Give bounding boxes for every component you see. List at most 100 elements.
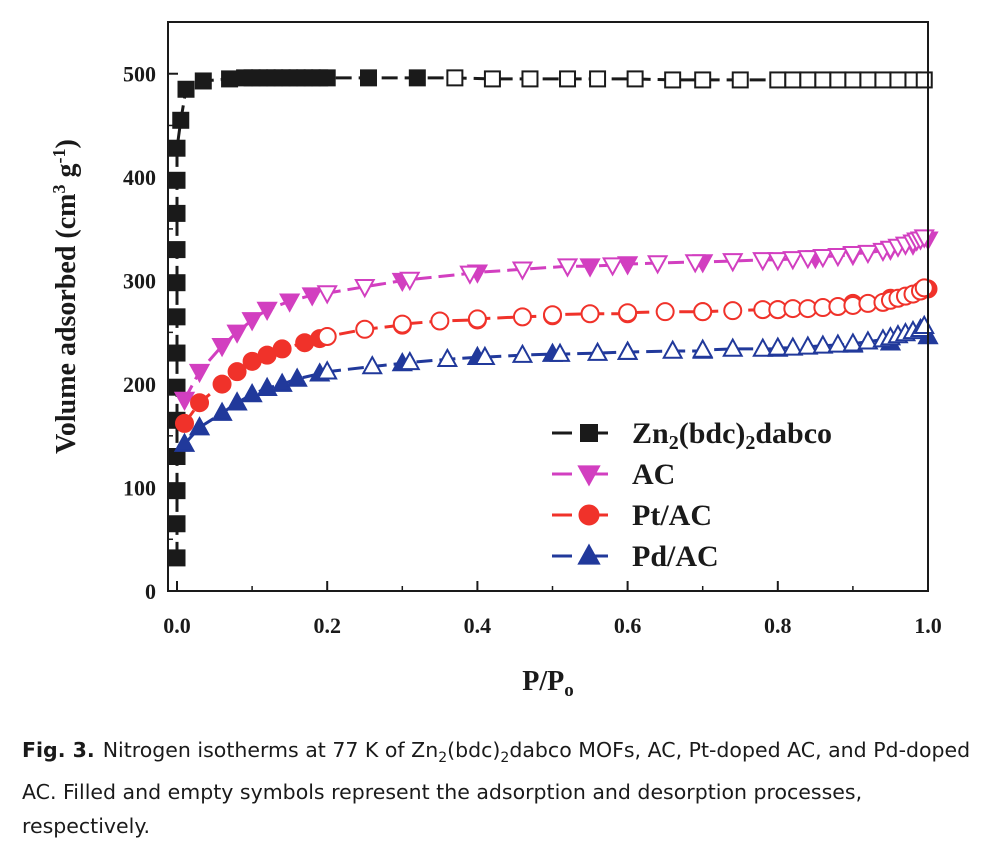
desorption-point bbox=[430, 311, 450, 331]
adsorption-point bbox=[168, 344, 186, 362]
desorption-point bbox=[914, 278, 934, 298]
adsorption-point bbox=[279, 293, 301, 313]
adsorption-point bbox=[172, 111, 190, 129]
desorption-point bbox=[316, 285, 338, 305]
legend-label-main: Pd/AC bbox=[632, 540, 719, 573]
caption-text-b: (bdc) bbox=[447, 738, 501, 762]
legend-label: Zn2(bdc)2dabco bbox=[632, 417, 832, 454]
adsorption-point bbox=[188, 416, 211, 436]
desorption-point bbox=[812, 249, 834, 269]
adsorption-point bbox=[168, 204, 186, 222]
desorption-point bbox=[752, 252, 774, 272]
adsorption-point bbox=[173, 391, 196, 412]
x-tick-label: 0.6 bbox=[614, 613, 642, 638]
desorption-point bbox=[512, 307, 532, 327]
adsorption-point bbox=[360, 69, 378, 87]
desorption-point bbox=[543, 305, 562, 325]
desorption-point bbox=[857, 330, 879, 350]
y-tick-label: 400 bbox=[123, 165, 156, 190]
desorption-point bbox=[842, 245, 864, 266]
desorption-point bbox=[915, 71, 933, 89]
adsorption-point bbox=[168, 515, 186, 533]
legend-label: AC bbox=[632, 458, 675, 491]
desorption-point bbox=[889, 71, 907, 89]
desorption-point bbox=[601, 257, 624, 277]
desorption-point bbox=[655, 302, 675, 322]
desorption-point bbox=[355, 319, 375, 339]
caption-sub1: 2 bbox=[438, 750, 448, 767]
desorption-point bbox=[827, 248, 849, 268]
desorption-point bbox=[317, 327, 337, 347]
adsorption-point bbox=[168, 171, 186, 189]
desorption-point bbox=[474, 345, 496, 365]
desorption-point bbox=[556, 258, 579, 278]
desorption-point bbox=[874, 71, 892, 89]
y-axis-title-main: Volume adsorbed (cm bbox=[51, 194, 82, 454]
adsorption-point bbox=[226, 391, 248, 411]
desorption-point bbox=[722, 337, 744, 357]
adsorption-point bbox=[168, 241, 186, 259]
caption-text-c: dabco MOFs, AC, Pt-doped AC, and Pd-dope… bbox=[22, 738, 971, 839]
desorption-point bbox=[586, 341, 609, 361]
y-axis-title-end: ) bbox=[51, 139, 82, 148]
adsorption-point bbox=[256, 376, 278, 397]
desorption-point bbox=[459, 265, 481, 285]
legend-label-main: Zn bbox=[632, 417, 669, 450]
desorption-point bbox=[662, 339, 684, 359]
desorption-point bbox=[399, 271, 421, 292]
adsorption-point bbox=[272, 339, 292, 359]
desorption-point bbox=[664, 71, 682, 89]
y-tick-label: 300 bbox=[123, 269, 156, 294]
desorption-point bbox=[752, 337, 774, 357]
adsorption-point bbox=[211, 401, 233, 421]
desorption-point bbox=[626, 70, 644, 88]
adsorption-point bbox=[227, 362, 247, 382]
y-axis-title-mid: g bbox=[51, 164, 82, 185]
desorption-point bbox=[799, 71, 817, 89]
adsorption-point bbox=[212, 374, 232, 394]
desorption-point bbox=[829, 71, 847, 89]
desorption-point bbox=[731, 71, 749, 89]
x-tick-label: 0.2 bbox=[313, 613, 341, 638]
y-axis-title-sup1: 3 bbox=[49, 185, 69, 194]
desorption-point bbox=[392, 314, 412, 334]
desorption-point bbox=[797, 250, 819, 270]
adsorption-point bbox=[173, 432, 196, 452]
x-axis-title: P/Po bbox=[522, 666, 574, 701]
legend-item: Pt/AC bbox=[552, 499, 712, 532]
desorption-point bbox=[857, 244, 879, 265]
legend-marker bbox=[577, 543, 601, 565]
desorption-point bbox=[797, 335, 819, 355]
adsorption-point bbox=[318, 69, 336, 87]
adsorption-point bbox=[286, 367, 308, 387]
x-tick-label: 0.0 bbox=[163, 613, 191, 638]
desorption-point bbox=[723, 301, 743, 321]
desorption-point bbox=[694, 71, 712, 89]
adsorption-point bbox=[221, 70, 239, 88]
desorption-point bbox=[361, 355, 383, 375]
desorption-point bbox=[436, 347, 458, 368]
adsorption-point bbox=[188, 363, 211, 384]
adsorption-point bbox=[301, 287, 323, 307]
x-axis-title-sub: o bbox=[564, 680, 574, 701]
legend-item: Pd/AC bbox=[552, 540, 719, 573]
desorption-point bbox=[354, 279, 376, 299]
adsorption-point bbox=[168, 549, 186, 567]
adsorption-point bbox=[175, 413, 195, 433]
caption-text-a: Nitrogen isotherms at 77 K of Zn bbox=[102, 738, 439, 762]
desorption-point bbox=[782, 251, 804, 271]
adsorption-point bbox=[616, 256, 639, 276]
adsorption-point bbox=[579, 258, 601, 278]
adsorption-point bbox=[168, 308, 186, 326]
adsorption-point bbox=[226, 324, 248, 344]
adsorption-point bbox=[271, 372, 293, 392]
legend-item: AC bbox=[552, 458, 675, 491]
adsorption-point bbox=[211, 338, 233, 358]
desorption-point bbox=[521, 70, 539, 88]
desorption-point bbox=[559, 70, 577, 88]
legend-label: Pt/AC bbox=[632, 499, 712, 532]
legend-label: Pd/AC bbox=[632, 540, 719, 573]
y-tick-label: 500 bbox=[123, 62, 156, 87]
desorption-point bbox=[446, 69, 464, 87]
series-markers bbox=[168, 69, 939, 567]
